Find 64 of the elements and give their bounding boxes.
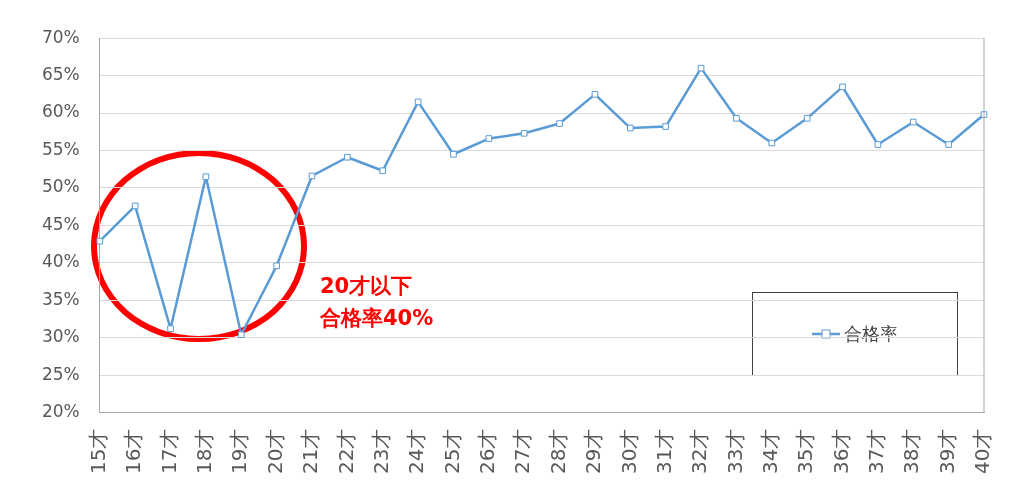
point: [379, 167, 387, 175]
x-tick-label: 40才: [970, 428, 995, 474]
point: [450, 150, 457, 158]
y-tick-label: 55%: [41, 138, 80, 159]
point: [273, 262, 280, 270]
y-tick-label: 30%: [41, 326, 80, 347]
point: [803, 114, 811, 122]
x-tick-label: 34才: [757, 428, 782, 474]
x-tick-label: 27才: [510, 428, 535, 474]
point: [131, 202, 139, 210]
point: [344, 153, 351, 161]
point: [662, 123, 670, 130]
x-tick-label: 38才: [899, 428, 924, 474]
y-tick-label: 45%: [41, 213, 80, 234]
y-tick-label: 65%: [41, 64, 80, 85]
y-tick-label: 50%: [41, 176, 80, 197]
point: [308, 172, 316, 180]
y-tick-label: 35%: [41, 288, 80, 309]
point: [167, 325, 174, 333]
point: [96, 237, 104, 245]
x-tick-label: 24才: [404, 428, 429, 474]
x-tick-label: 28才: [545, 428, 570, 474]
x-tick-label: 21才: [298, 428, 323, 474]
point: [202, 173, 210, 181]
x-tick-label: 22才: [333, 428, 358, 474]
point: [485, 135, 493, 142]
x-tick-label: 39才: [934, 428, 959, 474]
point: [556, 120, 563, 127]
x-tick-label: 31才: [651, 428, 676, 474]
point: [909, 118, 917, 126]
annotation: 合格率40%: [320, 305, 434, 332]
x-tick-label: 36才: [828, 428, 853, 474]
y-tick-label: 20%: [41, 400, 80, 421]
point: [237, 331, 245, 339]
x-tick-label: 25才: [439, 428, 464, 474]
point: [414, 98, 422, 106]
annotation: 20才以下: [320, 273, 413, 300]
x-tick-label: 30才: [616, 428, 641, 474]
point: [520, 129, 528, 137]
point: [697, 64, 705, 72]
x-tick-label: 32才: [687, 428, 712, 474]
y-tick-label: 60%: [41, 101, 80, 122]
x-tick-label: 37才: [864, 428, 889, 474]
x-tick-label: 15才: [85, 428, 110, 474]
x-tick-label: 18才: [192, 428, 217, 474]
x-tick-label: 16才: [121, 428, 146, 474]
y-tick-label: 70%: [41, 26, 80, 47]
x-tick-label: 33才: [722, 428, 747, 474]
point: [945, 141, 952, 148]
x-tick-label: 26才: [475, 428, 500, 474]
point: [768, 139, 776, 147]
x-tick-label: 35才: [793, 428, 818, 474]
point: [733, 114, 740, 122]
point: [839, 83, 846, 91]
x-tick-label: 29才: [581, 428, 606, 474]
x-tick-label: 17才: [156, 428, 181, 474]
point: [591, 91, 599, 98]
y-tick-label: 25%: [41, 363, 80, 384]
point: [626, 124, 634, 132]
point: [874, 141, 882, 148]
x-tick-label: 19才: [227, 428, 252, 474]
y-tick-label: 40%: [41, 251, 80, 272]
x-tick-label: 20才: [262, 428, 287, 474]
x-tick-label: 23才: [368, 428, 393, 474]
